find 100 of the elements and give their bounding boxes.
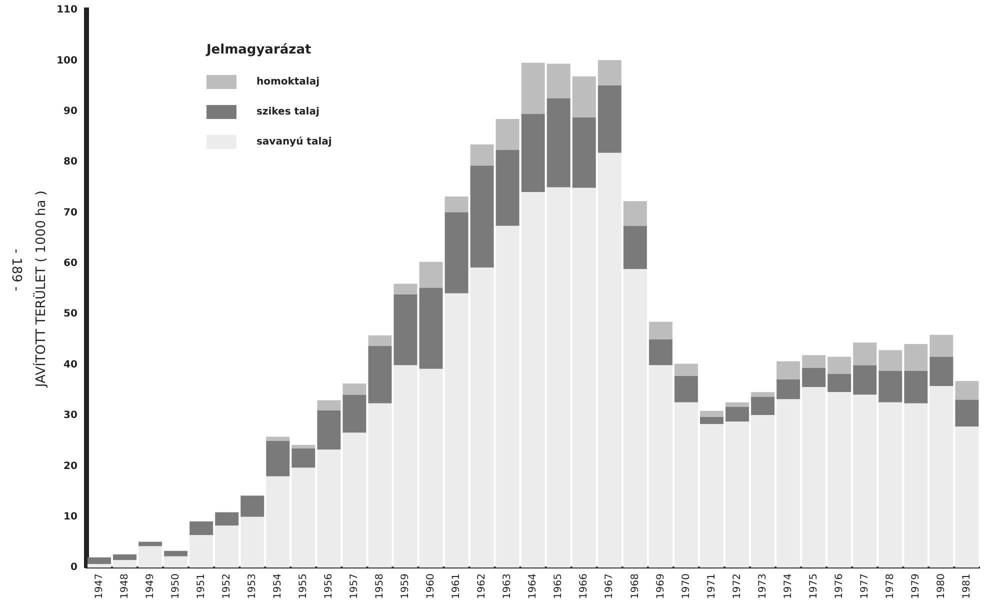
bar [113, 560, 136, 568]
bar [521, 192, 545, 568]
x-tick-label: 1962 [476, 574, 488, 600]
bar [470, 144, 494, 166]
y-tick-label: 10 [64, 511, 78, 522]
x-tick-label: 1978 [884, 574, 896, 600]
y-tick-label: 30 [64, 410, 78, 422]
bar [751, 392, 775, 397]
x-tick-label: 1973 [757, 574, 768, 600]
bar [904, 403, 928, 568]
bar [904, 344, 928, 371]
y-tick-label: 80 [64, 156, 78, 168]
bar [930, 386, 954, 568]
bar [470, 166, 494, 268]
x-tick-label: 1979 [910, 574, 922, 600]
bar [955, 400, 979, 427]
bar [444, 212, 468, 294]
y-tick-label: 60 [64, 258, 78, 270]
bar [419, 262, 443, 288]
x-tick-label: 1966 [578, 574, 590, 600]
bar [828, 392, 852, 568]
legend-title: Jelmagyarázat [205, 42, 312, 58]
y-tick-label: 20 [64, 460, 78, 472]
bar [215, 512, 239, 526]
bar [802, 368, 826, 388]
bar [776, 380, 800, 400]
bar [444, 293, 468, 568]
bar [496, 150, 520, 226]
bar [674, 376, 698, 402]
bar [292, 444, 316, 448]
bar [240, 496, 264, 517]
bar [572, 76, 596, 118]
x-tick-label: 1950 [170, 574, 182, 600]
bar [164, 556, 188, 568]
x-tick-label: 1971 [706, 574, 718, 600]
bar [802, 355, 826, 368]
bar [521, 114, 545, 192]
bar [776, 361, 800, 380]
bar [292, 448, 316, 468]
bar [368, 346, 392, 404]
bar [164, 550, 188, 556]
bar [598, 60, 622, 86]
bar [317, 400, 341, 410]
bar [342, 432, 366, 568]
x-tick-label: 1980 [936, 574, 948, 600]
bar [572, 117, 596, 188]
y-tick-label: 40 [64, 359, 78, 370]
bar [776, 399, 800, 568]
x-tick-label: 1972 [732, 574, 743, 600]
bar [317, 449, 341, 568]
x-tick-label: 1976 [834, 574, 845, 600]
y-tick-label: 0 [70, 562, 78, 574]
bar [726, 422, 749, 568]
legend-label: savanyú talaj [256, 136, 332, 148]
bar [878, 370, 902, 402]
y-tick-label: 90 [64, 106, 78, 117]
x-tick-label: 1981 [962, 574, 973, 600]
x-tick-label: 1964 [528, 574, 539, 600]
bar [623, 269, 647, 568]
bar [521, 62, 545, 114]
bar [623, 226, 647, 270]
bar [87, 564, 111, 568]
legend-label: homoktalaj [256, 76, 320, 88]
x-tick-label: 1977 [859, 574, 870, 600]
y-tick-label: 50 [64, 308, 78, 320]
bar [419, 288, 443, 369]
bar [648, 339, 672, 366]
bar [700, 424, 724, 568]
bar [113, 554, 136, 560]
bar [394, 284, 418, 294]
bar [598, 152, 622, 568]
y-tick-label: 100 [56, 55, 78, 66]
x-tick-label: 1951 [196, 574, 207, 600]
bar [266, 440, 290, 476]
legend-label: szikes talaj [256, 106, 320, 118]
bar [700, 417, 724, 424]
bar [726, 406, 749, 422]
bar [394, 365, 418, 568]
bar [751, 396, 775, 415]
bar [496, 226, 520, 568]
bar [878, 402, 902, 568]
bar [215, 525, 239, 568]
x-tick-label: 1956 [324, 574, 335, 600]
bar [751, 414, 775, 568]
bar [496, 118, 520, 150]
x-tick-label: 1955 [298, 574, 309, 600]
bar [419, 368, 443, 568]
x-tick-label: 1948 [119, 574, 130, 600]
x-tick-label: 1949 [144, 574, 156, 600]
x-tick-label: 1975 [808, 574, 820, 600]
x-tick-label: 1961 [451, 574, 462, 600]
x-tick-label: 1967 [604, 574, 616, 600]
bar [546, 187, 570, 568]
bar [266, 436, 290, 441]
x-tick-label: 1952 [221, 574, 232, 600]
bar [394, 294, 418, 366]
bar [802, 387, 826, 568]
bar [546, 98, 570, 188]
bar [368, 403, 392, 568]
bar [648, 322, 672, 340]
